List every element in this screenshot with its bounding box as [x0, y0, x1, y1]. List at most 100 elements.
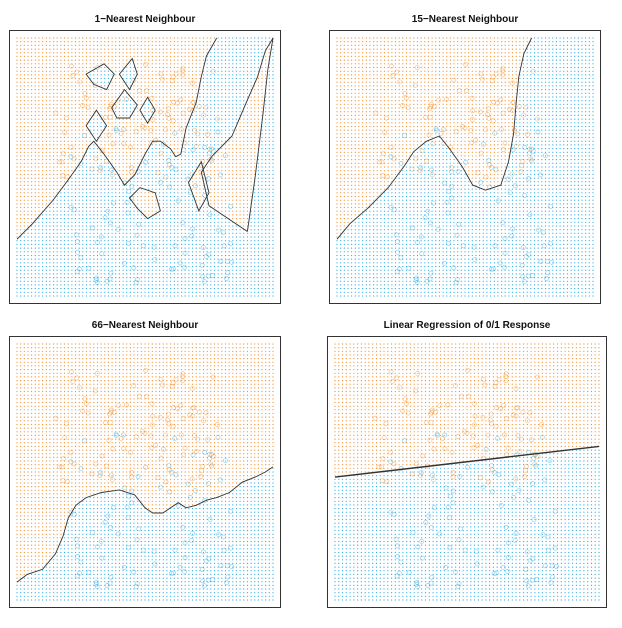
- grid-dot: [27, 133, 29, 135]
- grid-dot: [177, 125, 179, 128]
- grid-dot: [268, 221, 270, 223]
- grid-dot: [34, 218, 36, 220]
- grid-dot: [177, 206, 179, 209]
- grid-dot: [195, 140, 197, 142]
- grid-dot: [53, 273, 55, 275]
- grid-dot: [111, 199, 113, 201]
- grid-dot: [137, 262, 139, 264]
- grid-dot: [221, 140, 223, 142]
- grid-dot: [49, 103, 51, 105]
- grid-dot: [107, 188, 109, 190]
- grid-dot: [129, 240, 131, 242]
- grid-dot: [243, 195, 245, 198]
- grid-dot: [45, 122, 47, 124]
- grid-dot: [184, 173, 186, 175]
- grid-dot: [213, 85, 216, 87]
- grid-dot: [23, 48, 25, 50]
- grid-dot: [210, 66, 212, 69]
- grid-dot: [199, 247, 201, 249]
- grid-dot: [177, 173, 179, 175]
- grid-dot: [42, 129, 44, 131]
- grid-dot: [162, 37, 164, 39]
- grid-dot: [148, 111, 150, 113]
- grid-dot: [122, 144, 124, 146]
- grid-dot: [254, 122, 256, 124]
- grid-dot: [34, 85, 36, 87]
- grid-dot: [265, 66, 267, 69]
- grid-dot: [23, 74, 25, 76]
- grid-dot: [56, 265, 58, 268]
- grid-dot: [60, 151, 62, 153]
- grid-dot: [144, 48, 146, 50]
- grid-dot: [228, 114, 230, 116]
- grid-dot: [34, 140, 36, 142]
- grid-dot: [56, 170, 58, 172]
- grid-dot: [254, 89, 256, 91]
- grid-dot: [170, 269, 172, 271]
- grid-dot: [191, 203, 194, 205]
- grid-dot: [254, 136, 256, 139]
- grid-dot: [181, 269, 183, 271]
- grid-dot: [155, 70, 157, 72]
- grid-dot: [20, 225, 22, 227]
- grid-dot: [232, 265, 234, 268]
- grid-dot: [16, 44, 18, 46]
- grid-dot: [184, 89, 186, 91]
- grid-dot: [93, 118, 95, 120]
- grid-dot: [34, 96, 36, 98]
- grid-dot: [42, 136, 44, 139]
- grid-dot: [133, 221, 135, 223]
- grid-dot: [78, 173, 80, 175]
- grid-dot: [71, 247, 73, 249]
- grid-dot: [38, 177, 40, 179]
- grid-dot: [191, 159, 194, 161]
- grid-dot: [217, 159, 219, 161]
- grid-dot: [45, 103, 47, 105]
- grid-dot: [170, 122, 172, 124]
- grid-dot: [243, 140, 245, 142]
- grid-dot: [118, 203, 120, 205]
- grid-dot: [23, 140, 25, 142]
- grid-dot: [246, 151, 248, 153]
- grid-dot: [16, 148, 18, 150]
- grid-dot: [31, 59, 33, 61]
- grid-dot: [159, 148, 161, 150]
- grid-dot: [235, 70, 237, 72]
- grid-dot: [85, 37, 88, 39]
- grid-dot: [188, 262, 190, 264]
- grid-dot: [213, 162, 216, 164]
- grid-dot: [129, 41, 131, 43]
- grid-dot: [177, 232, 179, 234]
- grid-dot: [170, 192, 172, 194]
- grid-dot: [71, 155, 73, 157]
- grid-dot: [202, 184, 205, 186]
- grid-dot: [129, 214, 131, 216]
- grid-dot: [148, 243, 150, 245]
- grid-dot: [181, 195, 183, 198]
- grid-dot: [53, 114, 55, 116]
- grid-dot: [232, 280, 234, 282]
- grid-dot: [115, 258, 117, 260]
- grid-dot: [250, 247, 252, 249]
- grid-dot: [45, 291, 47, 293]
- grid-dot: [56, 107, 58, 109]
- grid-dot: [23, 66, 25, 69]
- grid-dot: [27, 159, 29, 161]
- grid-dot: [188, 89, 190, 91]
- grid-dot: [56, 251, 58, 253]
- grid-dot: [272, 236, 274, 238]
- grid-dot: [202, 140, 205, 142]
- grid-dot: [53, 203, 55, 205]
- grid-dot: [89, 280, 91, 282]
- grid-dot: [257, 206, 259, 209]
- grid-dot: [38, 100, 40, 102]
- grid-dot: [140, 221, 142, 223]
- grid-dot: [115, 74, 117, 76]
- grid-dot: [115, 122, 117, 124]
- grid-dot: [235, 181, 237, 183]
- grid-dot: [71, 77, 73, 80]
- grid-dot: [144, 229, 146, 231]
- grid-dot: [126, 280, 128, 282]
- grid-dot: [181, 92, 183, 94]
- grid-dot: [148, 284, 150, 286]
